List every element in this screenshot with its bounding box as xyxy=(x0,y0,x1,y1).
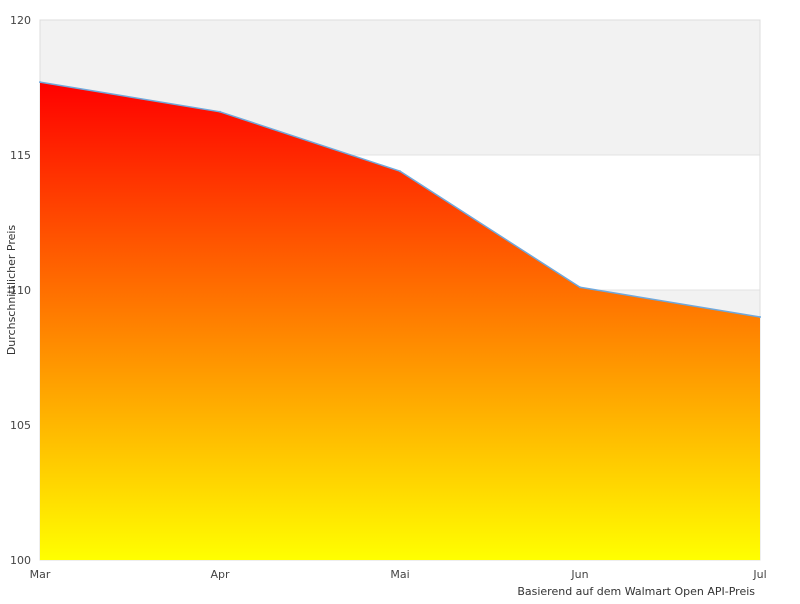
y-tick-label: 110 xyxy=(10,284,31,297)
area-layer xyxy=(39,81,761,560)
x-tick-label: Mar xyxy=(30,568,51,581)
x-tick-label: Apr xyxy=(210,568,230,581)
y-tick-label: 105 xyxy=(10,419,31,432)
y-tick-label: 100 xyxy=(10,554,31,567)
data-point xyxy=(399,170,401,173)
data-point xyxy=(39,81,41,84)
y-axis-ticks: 100 105 110 115 120 xyxy=(10,14,31,567)
data-point xyxy=(219,110,221,113)
y-tick-label: 115 xyxy=(10,149,31,162)
x-axis-ticks: Mar Apr Mai Jun Jul xyxy=(30,568,767,581)
source-note: Basierend auf dem Walmart Open API-Preis xyxy=(517,585,755,598)
x-tick-label: Mai xyxy=(390,568,409,581)
data-point xyxy=(579,286,581,289)
y-tick-label: 120 xyxy=(10,14,31,27)
x-tick-label: Jul xyxy=(752,568,766,581)
y-axis-label: Durchschnittlicher Preis xyxy=(5,225,18,356)
x-tick-label: Jun xyxy=(570,568,588,581)
data-point xyxy=(759,316,761,318)
area-fill xyxy=(40,82,760,560)
